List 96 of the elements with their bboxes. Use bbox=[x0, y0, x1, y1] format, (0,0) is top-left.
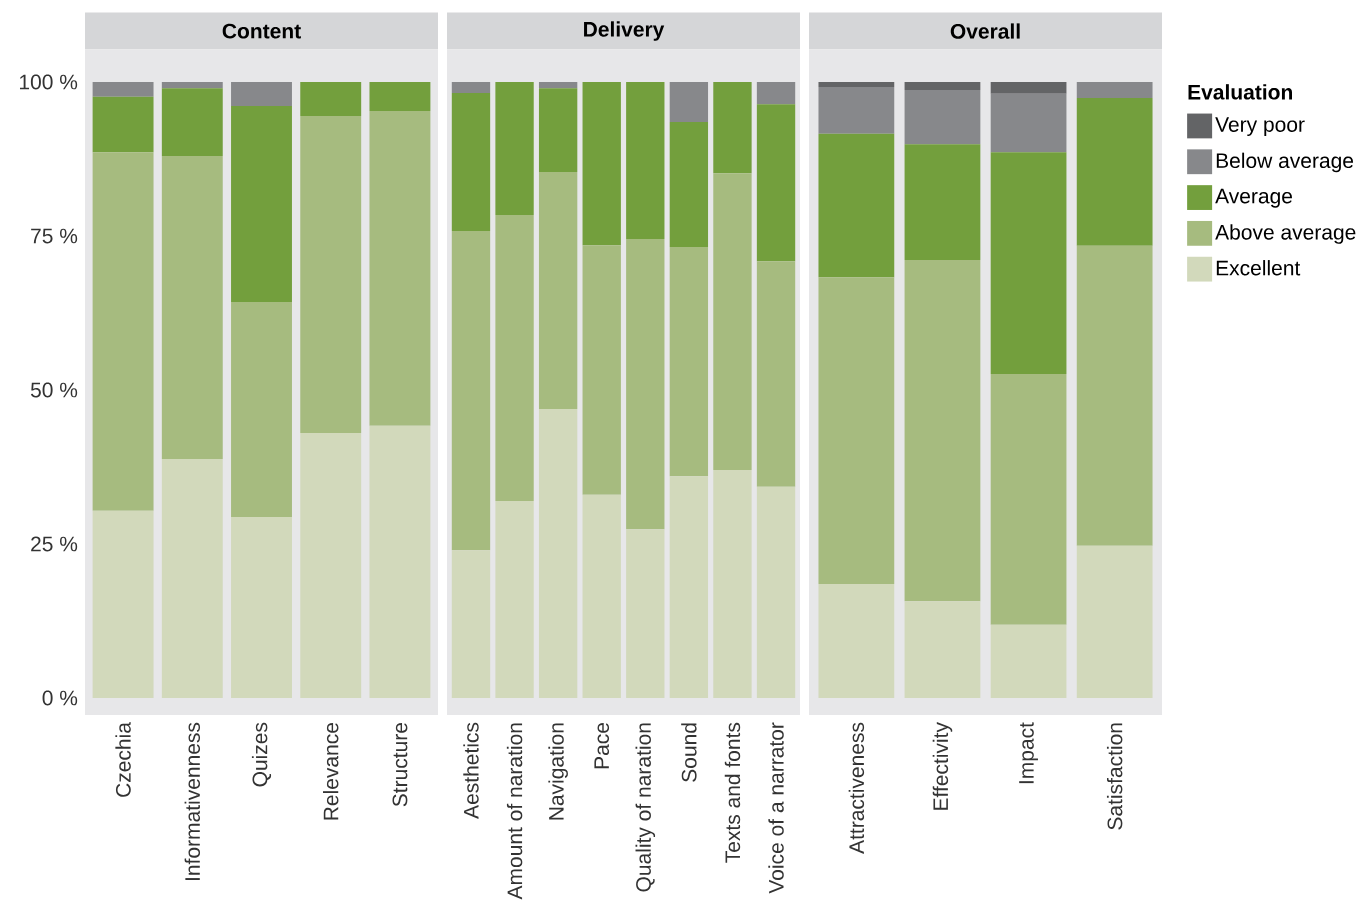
bar bbox=[92, 96, 154, 153]
bar bbox=[818, 584, 895, 698]
x-tick-label: Texts and fonts bbox=[724, 722, 741, 863]
bar bbox=[92, 152, 154, 511]
bar bbox=[818, 82, 895, 87]
legend-label: Below average bbox=[1216, 152, 1354, 173]
x-tick-label: Attractiveness bbox=[848, 722, 865, 854]
chart-title: Content bbox=[222, 23, 301, 39]
bar bbox=[538, 409, 578, 698]
bar bbox=[161, 82, 223, 89]
x-tick-label: Relevance bbox=[323, 723, 339, 820]
bar bbox=[756, 82, 796, 105]
bar bbox=[451, 231, 491, 551]
bar bbox=[369, 110, 431, 426]
x-tick-label: Quality of naration bbox=[635, 723, 656, 892]
bar bbox=[904, 90, 981, 145]
legend-label: Above average bbox=[1215, 224, 1356, 244]
x-tick-label: Amount of naration bbox=[506, 723, 523, 900]
bar bbox=[669, 122, 709, 248]
y-tick-label: 100 % bbox=[20, 74, 78, 90]
legend-title: Evaluation bbox=[1188, 84, 1292, 100]
x-tick-label: Voice of a narrator bbox=[768, 722, 784, 894]
y-tick-label: 25 % bbox=[31, 536, 78, 552]
bar bbox=[231, 516, 292, 698]
x-tick-label: Czechia bbox=[115, 722, 131, 797]
bar bbox=[538, 82, 578, 89]
bar bbox=[1076, 98, 1153, 246]
bar bbox=[713, 470, 752, 698]
bar bbox=[495, 500, 534, 698]
bar bbox=[92, 82, 154, 97]
bar bbox=[990, 82, 1067, 94]
bar bbox=[818, 133, 895, 278]
chart-title: Overall bbox=[950, 23, 1020, 39]
bar bbox=[818, 277, 895, 585]
bar bbox=[231, 106, 292, 302]
bar bbox=[1076, 245, 1153, 546]
bar bbox=[904, 144, 981, 261]
bar bbox=[669, 476, 709, 698]
bar bbox=[818, 86, 895, 134]
x-tick-label: Satisfaction bbox=[1106, 723, 1123, 830]
bar bbox=[538, 88, 578, 172]
bar bbox=[161, 458, 223, 698]
x-tick-label: Quizes bbox=[251, 722, 272, 787]
legend-label: Excellent bbox=[1216, 260, 1301, 276]
bar bbox=[669, 247, 709, 477]
bar bbox=[582, 245, 621, 495]
bar bbox=[451, 82, 491, 94]
legend-label: Very poor bbox=[1215, 117, 1305, 137]
bar bbox=[582, 82, 621, 246]
x-tick-label: Sound bbox=[681, 723, 697, 782]
bar bbox=[495, 82, 534, 216]
bar bbox=[92, 510, 154, 698]
bar bbox=[369, 82, 431, 111]
bar bbox=[451, 93, 491, 232]
bar bbox=[231, 301, 292, 517]
bar bbox=[369, 425, 431, 698]
x-tick-label: Effectivity bbox=[932, 722, 953, 810]
bar bbox=[756, 261, 796, 487]
bar bbox=[904, 601, 981, 698]
bar bbox=[538, 171, 578, 410]
bar bbox=[990, 624, 1067, 698]
bar bbox=[161, 88, 223, 156]
y-tick-label: 0 % bbox=[42, 690, 78, 706]
x-tick-label: Impact bbox=[1019, 722, 1038, 784]
x-tick-label: Aesthetics bbox=[463, 722, 479, 819]
bar bbox=[451, 550, 491, 698]
bar bbox=[626, 529, 665, 698]
bar bbox=[990, 152, 1067, 374]
bar bbox=[582, 494, 621, 698]
bar bbox=[161, 155, 223, 459]
bar bbox=[495, 215, 534, 501]
bar bbox=[904, 260, 981, 602]
bar bbox=[669, 82, 709, 123]
bar bbox=[300, 433, 362, 698]
bar bbox=[626, 82, 665, 240]
bar bbox=[756, 486, 796, 698]
bar bbox=[1076, 545, 1153, 698]
bar bbox=[713, 82, 752, 174]
bar bbox=[300, 115, 362, 434]
bar bbox=[904, 82, 981, 91]
chart-title: Delivery bbox=[584, 21, 665, 41]
x-tick-label: Structure bbox=[392, 723, 408, 807]
bar bbox=[990, 373, 1067, 625]
bar bbox=[990, 93, 1067, 153]
bar bbox=[756, 104, 796, 262]
bar bbox=[231, 82, 292, 107]
y-tick-label: 50 % bbox=[30, 382, 78, 398]
y-tick-label: 75 % bbox=[31, 228, 78, 244]
x-tick-label: Navigation bbox=[548, 723, 568, 820]
x-tick-label: Pace bbox=[594, 723, 610, 769]
bar bbox=[626, 239, 665, 530]
x-tick-label: Informativenness bbox=[184, 722, 201, 881]
bar bbox=[1076, 82, 1153, 99]
legend-label: Average bbox=[1215, 188, 1292, 208]
bar bbox=[300, 82, 362, 116]
bar bbox=[713, 173, 752, 471]
